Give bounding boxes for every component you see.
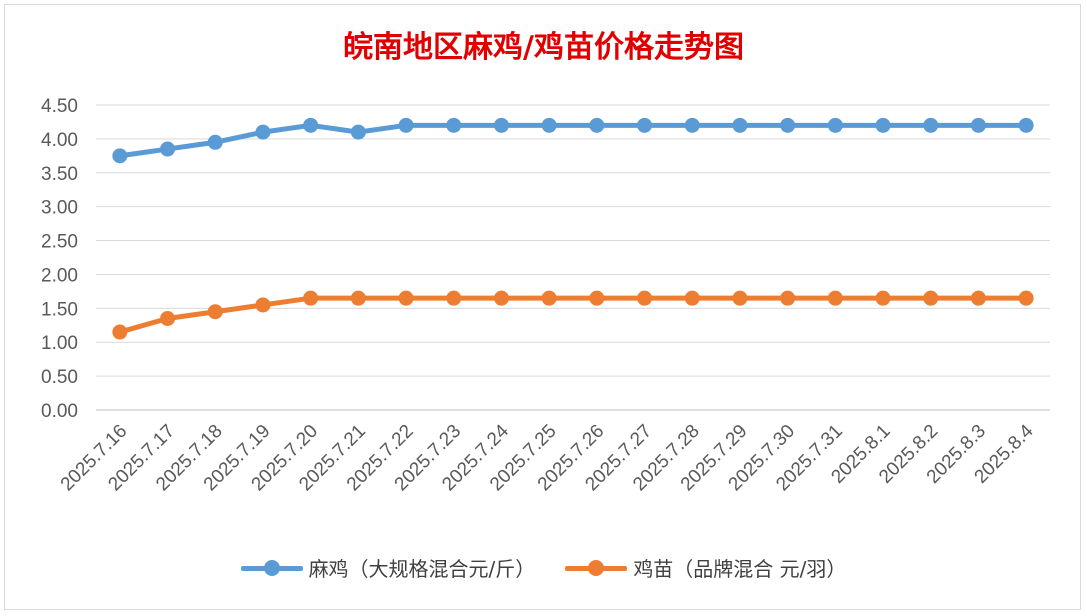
- data-point-series-1: [160, 311, 176, 326]
- data-point-series-0: [112, 148, 128, 164]
- data-point-series-0: [398, 117, 414, 133]
- data-point-series-1: [684, 290, 700, 306]
- legend: 麻鸡（大规格混合元/斤） 鸡苗（品牌混合 元/羽）: [0, 553, 1087, 582]
- data-point-series-1: [493, 290, 509, 306]
- data-point-series-0: [493, 117, 509, 133]
- data-point-series-0: [970, 117, 986, 133]
- data-point-series-0: [350, 124, 366, 140]
- data-point-series-1: [398, 290, 414, 306]
- y-tick-label: 3.50: [41, 164, 78, 185]
- data-point-series-1: [255, 297, 271, 313]
- data-point-series-0: [637, 117, 653, 133]
- data-point-series-1: [875, 290, 891, 306]
- data-point-series-1: [732, 290, 748, 306]
- y-tick-label: 2.00: [41, 265, 78, 286]
- series-line-1: [117, 295, 1029, 335]
- data-point-series-1: [970, 290, 986, 306]
- data-point-series-1: [589, 290, 605, 306]
- data-point-series-0: [827, 117, 843, 133]
- data-point-series-1: [637, 290, 653, 306]
- data-point-series-0: [684, 117, 700, 133]
- x-axis-ticks: 2025.7.162025.7.172025.7.182025.7.192025…: [57, 420, 1038, 495]
- data-point-series-1: [112, 324, 128, 340]
- y-tick-label: 0.00: [41, 401, 78, 422]
- data-point-series-0: [255, 124, 271, 140]
- y-tick-label: 1.00: [41, 333, 78, 354]
- y-tick-label: 3.00: [41, 198, 78, 219]
- legend-label-series-1: 鸡苗（品牌混合 元/羽）: [633, 557, 847, 581]
- data-point-series-0: [541, 117, 557, 133]
- data-point-series-1: [303, 290, 319, 306]
- series-layer: [112, 117, 1034, 340]
- data-point-series-0: [780, 117, 796, 133]
- y-tick-label: 2.50: [41, 232, 78, 253]
- legend-swatch-series-0: [240, 558, 303, 578]
- data-point-series-1: [827, 290, 843, 306]
- data-point-series-0: [207, 134, 223, 150]
- data-point-series-0: [1018, 117, 1034, 133]
- data-point-series-0: [446, 117, 462, 133]
- data-point-series-0: [875, 117, 891, 133]
- chart-title: 皖南地区麻鸡/鸡苗价格走势图: [343, 30, 744, 65]
- data-point-series-0: [589, 117, 605, 133]
- data-point-series-1: [923, 290, 939, 306]
- series-line-0: [117, 122, 1029, 159]
- data-point-series-1: [207, 304, 223, 320]
- y-tick-label: 4.50: [41, 96, 78, 117]
- y-tick-label: 4.00: [41, 130, 78, 151]
- data-point-series-0: [160, 141, 176, 157]
- gridlines: [96, 104, 1050, 411]
- legend-item-series-0: 麻鸡（大规格混合元/斤）: [240, 553, 536, 582]
- data-point-series-0: [732, 117, 748, 133]
- data-point-series-1: [541, 290, 557, 306]
- legend-item-series-1: 鸡苗（品牌混合 元/羽）: [565, 553, 846, 582]
- data-point-series-1: [350, 290, 366, 306]
- data-point-series-0: [923, 117, 939, 133]
- y-tick-label: 0.50: [41, 367, 78, 388]
- legend-label-series-0: 麻鸡（大规格混合元/斤）: [308, 557, 536, 581]
- data-point-series-0: [303, 117, 319, 133]
- legend-swatch-series-1: [565, 558, 628, 578]
- y-tick-label: 1.50: [41, 299, 78, 320]
- data-point-series-1: [446, 290, 462, 306]
- data-point-series-1: [1018, 290, 1034, 306]
- data-point-series-1: [780, 290, 796, 306]
- y-axis-ticks: 0.00 0.50 1.00 1.50 2.00 2.50 3.00 3.50 4.00 4.50: [41, 96, 78, 422]
